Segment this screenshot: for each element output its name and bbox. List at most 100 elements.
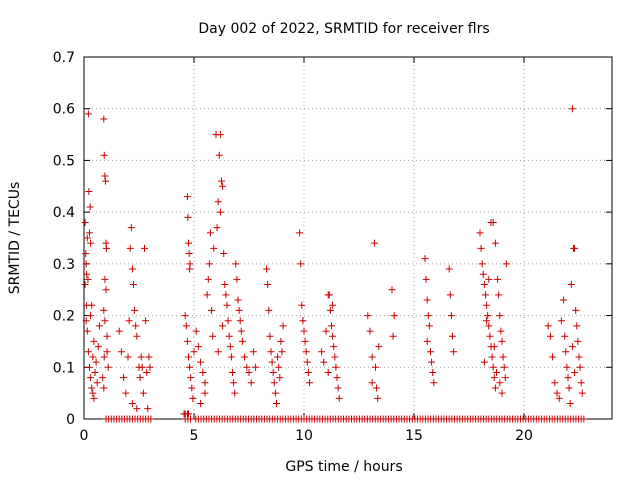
data-point <box>493 368 500 376</box>
data-point <box>565 384 573 392</box>
x-tick-label: 20 <box>515 428 533 444</box>
data-point <box>184 213 192 221</box>
data-point <box>498 337 506 345</box>
data-point <box>90 394 98 402</box>
data-point <box>567 281 575 289</box>
data-point <box>268 358 276 366</box>
data-point <box>485 275 493 283</box>
data-point <box>122 389 130 397</box>
data-point <box>421 255 429 263</box>
y-tick-label: 0.7 <box>53 50 75 66</box>
data-point <box>553 389 561 397</box>
data-point <box>555 394 563 402</box>
data-point <box>99 374 107 382</box>
data-point <box>430 379 438 387</box>
data-point <box>146 363 154 371</box>
data-point <box>372 363 379 371</box>
data-point <box>214 198 222 206</box>
y-tick-label: 0.2 <box>53 309 75 325</box>
data-point <box>82 260 90 268</box>
data-point <box>368 353 376 361</box>
data-point <box>182 322 190 330</box>
data-point <box>486 332 494 340</box>
data-point <box>241 353 249 361</box>
data-point <box>445 265 453 273</box>
data-point <box>301 337 309 345</box>
data-point <box>188 384 196 392</box>
data-point <box>273 399 280 407</box>
data-point <box>128 399 136 407</box>
data-point <box>131 306 139 314</box>
data-point <box>183 193 191 201</box>
data-point <box>270 379 278 387</box>
y-tick-label: 0.3 <box>53 257 75 273</box>
gridlines <box>84 57 612 419</box>
y-tick-label: 0 <box>66 412 75 428</box>
data-point <box>497 327 505 335</box>
data-point <box>249 348 257 356</box>
data-point <box>495 291 503 299</box>
data-point <box>95 322 103 330</box>
data-point <box>102 286 110 294</box>
data-point <box>502 260 510 268</box>
data-point <box>300 327 308 335</box>
data-point <box>328 322 335 330</box>
data-point <box>87 239 95 247</box>
data-point <box>199 368 207 376</box>
data-point <box>84 348 92 356</box>
data-point <box>101 317 109 325</box>
data-point <box>423 296 431 304</box>
y-tick-label: 0.1 <box>53 360 75 376</box>
y-tick-label: 0.4 <box>53 205 75 221</box>
data-point <box>266 332 274 340</box>
data-point <box>93 379 101 387</box>
data-point <box>142 317 150 325</box>
data-point <box>216 131 224 139</box>
data-point <box>489 363 497 371</box>
data-point <box>232 260 240 268</box>
data-point <box>480 281 488 289</box>
x-tick-label: 5 <box>190 428 199 444</box>
data-point <box>81 281 89 289</box>
data-point <box>214 348 222 356</box>
data-point <box>143 368 151 376</box>
data-point <box>132 322 140 330</box>
data-point <box>499 353 507 361</box>
data-point <box>237 327 245 335</box>
data-point <box>274 353 282 361</box>
data-point <box>500 363 508 371</box>
data-point <box>90 337 98 345</box>
data-point <box>100 151 108 159</box>
data-point <box>126 244 134 252</box>
data-point <box>366 327 374 335</box>
data-point <box>245 368 253 376</box>
data-point <box>566 399 574 407</box>
data-point <box>296 229 304 237</box>
data-point <box>322 327 330 335</box>
data-point <box>86 203 94 211</box>
data-point <box>133 405 141 413</box>
data-point <box>485 322 493 330</box>
data-point <box>88 384 96 392</box>
data-point <box>390 312 398 320</box>
data-point <box>204 275 212 283</box>
data-point <box>192 327 200 335</box>
data-point <box>186 260 194 268</box>
data-point <box>306 379 313 387</box>
data-point <box>187 374 195 382</box>
data-point <box>568 105 576 113</box>
data-point <box>577 379 585 387</box>
data-point <box>102 244 110 252</box>
data-point <box>226 343 234 351</box>
data-point <box>141 244 148 252</box>
chart-title: Day 002 of 2022, SRMTID for receiver flr… <box>198 21 489 37</box>
data-point <box>388 286 396 294</box>
data-point <box>92 358 100 366</box>
data-point <box>83 234 91 242</box>
data-point <box>83 327 91 335</box>
axis-ticks: 0 5 10 15 20 0 0.1 0.2 0.3 0.4 0.5 0.6 0.7 <box>53 50 612 444</box>
data-point <box>271 389 279 397</box>
data-point <box>91 368 99 376</box>
data-point <box>233 275 241 283</box>
data-point <box>137 353 145 361</box>
